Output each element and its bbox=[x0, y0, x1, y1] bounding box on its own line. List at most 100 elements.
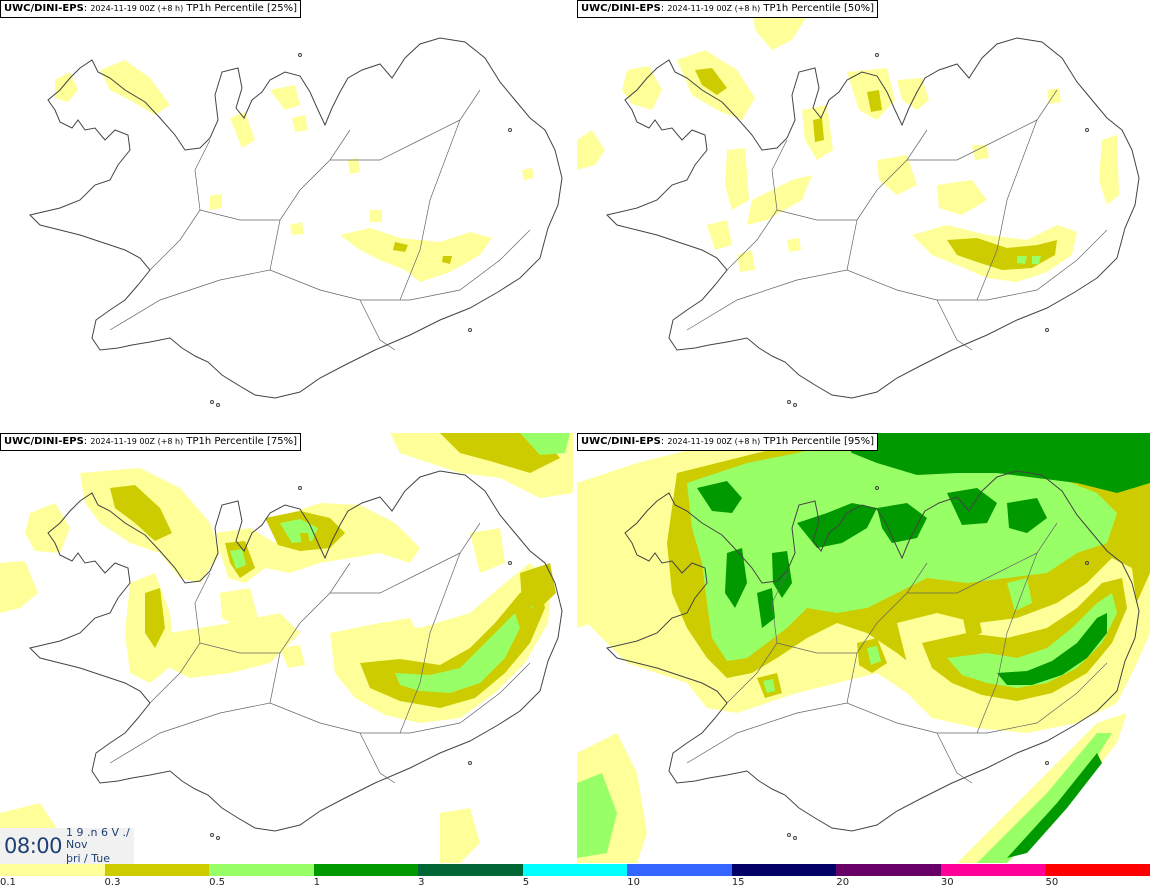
colorbar-ticks: 0.1 0.3 0.5 1 3 5 10 15 20 30 50 bbox=[0, 876, 1150, 891]
model-name: UWC/DINI-EPS bbox=[4, 3, 84, 14]
island bbox=[1045, 328, 1049, 332]
model-name: UWC/DINI-EPS bbox=[4, 436, 84, 447]
road-line bbox=[907, 119, 1038, 161]
run-info: 2024-11-19 00Z (+8 h) bbox=[90, 4, 184, 13]
precip-area bbox=[440, 808, 480, 863]
island bbox=[1085, 561, 1089, 565]
colorbar-tick-label: 50 bbox=[1045, 877, 1059, 888]
precip-area bbox=[210, 194, 222, 210]
colorbar-segment bbox=[0, 864, 105, 876]
field-name: TP1h Percentile [50%] bbox=[763, 3, 874, 14]
precip-area bbox=[280, 645, 305, 668]
panel-title: UWC/DINI-EPS: 2024-11-19 00Z (+8 h) TP1h… bbox=[0, 433, 301, 451]
precip-area bbox=[1007, 753, 1102, 858]
road-line bbox=[399, 89, 481, 301]
road-line bbox=[109, 662, 531, 764]
road-line bbox=[936, 299, 973, 351]
road-line bbox=[269, 129, 351, 271]
precip-area bbox=[55, 72, 78, 102]
map-canvas-p25 bbox=[29, 37, 563, 407]
colorbar-segment bbox=[104, 864, 210, 876]
map-panel-p95: UWC/DINI-EPS: 2024-11-19 00Z (+8 h) TP1h… bbox=[577, 433, 1150, 863]
coastline bbox=[29, 470, 563, 832]
precip-area bbox=[348, 158, 360, 174]
precip-area bbox=[695, 68, 727, 95]
precip-area bbox=[772, 551, 792, 598]
precip-area bbox=[110, 485, 172, 541]
precip-area bbox=[797, 503, 877, 548]
precip-area bbox=[300, 533, 310, 546]
precip-area bbox=[230, 112, 255, 148]
precip-area bbox=[1007, 498, 1047, 533]
precip-area bbox=[813, 118, 824, 142]
precip-area bbox=[145, 588, 165, 648]
island bbox=[1045, 761, 1049, 765]
map-panel-p75: UWC/DINI-EPS: 2024-11-19 00Z (+8 h) TP1h… bbox=[0, 433, 573, 863]
precip-area bbox=[520, 433, 570, 455]
field-name: TP1h Percentile [75%] bbox=[186, 436, 297, 447]
colorbar-tick-label: 10 bbox=[627, 877, 640, 888]
road-line bbox=[359, 299, 396, 351]
map-panel-p25: UWC/DINI-EPS: 2024-11-19 00Z (+8 h) TP1h… bbox=[0, 0, 573, 430]
road-line bbox=[686, 662, 1108, 764]
precip-area bbox=[395, 613, 520, 693]
road-line bbox=[399, 522, 481, 734]
road-line bbox=[776, 642, 857, 654]
colorbar-tick-label: 0.5 bbox=[209, 877, 225, 888]
road-line bbox=[199, 209, 280, 221]
precip-area bbox=[867, 90, 882, 112]
model-name: UWC/DINI-EPS bbox=[581, 436, 661, 447]
road-line bbox=[149, 139, 211, 271]
panel-title: UWC/DINI-EPS: 2024-11-19 00Z (+8 h) TP1h… bbox=[0, 0, 301, 18]
road-line bbox=[199, 642, 280, 654]
precip-area bbox=[100, 60, 170, 115]
precip-area bbox=[270, 85, 300, 110]
precip-area bbox=[0, 561, 38, 613]
road-line bbox=[976, 89, 1058, 301]
run-info: 2024-11-19 00Z (+8 h) bbox=[667, 4, 761, 13]
island bbox=[210, 833, 214, 837]
coastline bbox=[29, 37, 563, 399]
island bbox=[298, 53, 302, 57]
precip-area bbox=[393, 242, 408, 252]
colorbar-segment bbox=[522, 864, 628, 876]
colorbar-segment bbox=[209, 864, 314, 876]
map-canvas-p75 bbox=[0, 433, 573, 863]
precip-area bbox=[997, 613, 1107, 685]
map-panel-p50: UWC/DINI-EPS: 2024-11-19 00Z (+8 h) TP1h… bbox=[577, 0, 1150, 430]
precip-area bbox=[687, 443, 1117, 661]
road-line bbox=[976, 522, 1058, 734]
island bbox=[787, 833, 791, 837]
field-name: TP1h Percentile [25%] bbox=[186, 3, 297, 14]
precip-area bbox=[442, 256, 452, 264]
valid-clock: 08:00 bbox=[4, 834, 63, 858]
precip-area bbox=[1099, 135, 1119, 205]
run-info: 2024-11-19 00Z (+8 h) bbox=[667, 437, 761, 446]
colorbar-segment bbox=[940, 864, 1046, 876]
precip-area bbox=[897, 78, 929, 110]
road-line bbox=[330, 119, 461, 161]
model-name: UWC/DINI-EPS bbox=[581, 3, 661, 14]
road-line bbox=[359, 732, 396, 784]
precip-area bbox=[370, 210, 382, 222]
island bbox=[793, 836, 797, 840]
valid-month: Nov bbox=[66, 838, 88, 851]
precip-area bbox=[747, 175, 812, 225]
precip-area bbox=[230, 549, 246, 569]
precip-area bbox=[470, 528, 505, 573]
precip-area bbox=[837, 433, 1150, 493]
valid-weekday: þri / Tue bbox=[66, 852, 111, 865]
precip-area bbox=[707, 220, 732, 250]
precip-area bbox=[577, 130, 605, 170]
precip-area bbox=[697, 481, 742, 513]
precip-area bbox=[737, 250, 755, 272]
colorbar-tick-label: 3 bbox=[418, 877, 425, 888]
precip-area bbox=[962, 608, 982, 638]
field-name: TP1h Percentile [95%] bbox=[763, 436, 874, 447]
island bbox=[508, 561, 512, 565]
road-line bbox=[846, 129, 928, 271]
precip-area bbox=[937, 180, 987, 215]
road-line bbox=[330, 552, 461, 594]
precip-area bbox=[577, 773, 617, 858]
colorbar-tick-label: 1 bbox=[313, 877, 320, 888]
